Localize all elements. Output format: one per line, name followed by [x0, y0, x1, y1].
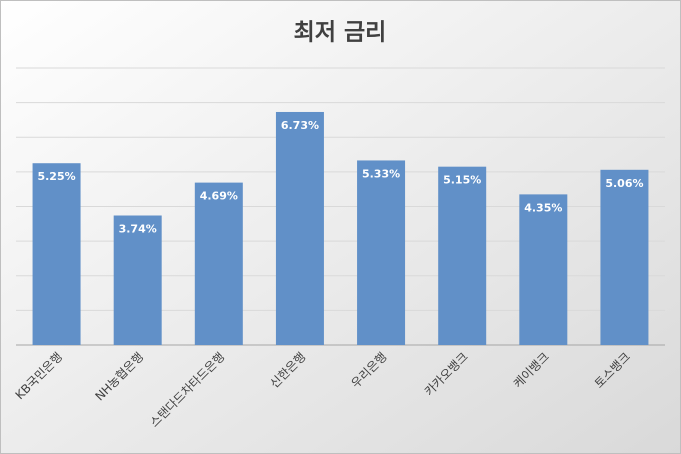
bar	[357, 160, 406, 345]
bar	[194, 182, 243, 345]
bar	[275, 111, 324, 345]
data-label: 3.74%	[119, 223, 157, 236]
data-label: 4.35%	[524, 201, 562, 214]
data-label: 5.06%	[605, 177, 643, 190]
data-label: 5.33%	[362, 167, 400, 180]
bar	[600, 169, 649, 345]
bar	[438, 166, 487, 345]
data-label: 6.73%	[281, 119, 319, 132]
bar	[519, 194, 568, 345]
bar	[113, 215, 162, 345]
data-label: 4.69%	[200, 190, 238, 203]
data-label: 5.15%	[443, 174, 481, 187]
chart-title: 최저 금리	[294, 20, 387, 46]
bar	[32, 163, 81, 345]
data-label: 5.25%	[37, 170, 75, 183]
